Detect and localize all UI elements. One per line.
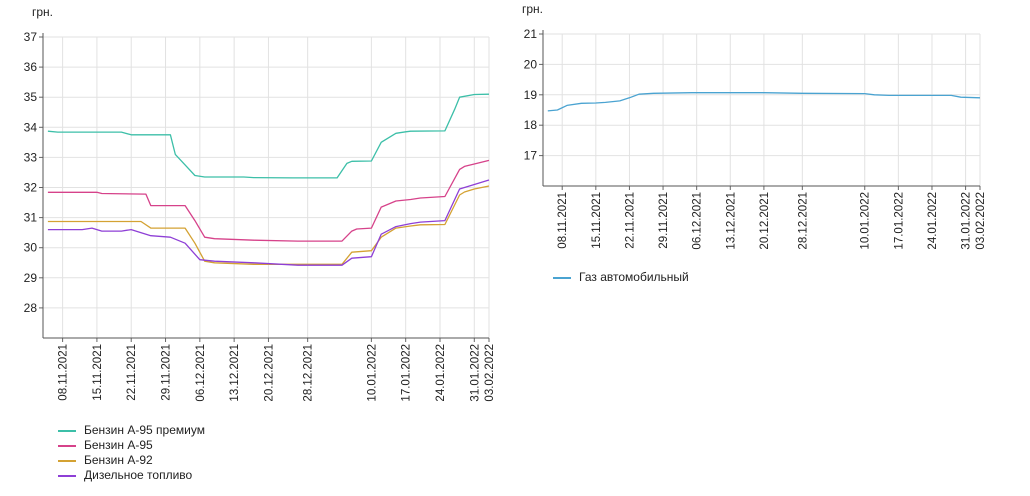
gas-xtick-label: 08.11.2021 xyxy=(557,192,569,249)
fuel-ytick-label: 34 xyxy=(24,120,38,134)
legend-label: Бензин А-95 xyxy=(84,438,153,452)
legend-swatch xyxy=(58,430,76,432)
fuel-ytick-label: 28 xyxy=(24,301,38,315)
fuel-ytick-label: 32 xyxy=(24,181,38,195)
gas-chart: грн. 17 18 19 20 21 08.11.2021 15.11.2021 22.11.… xyxy=(522,2,987,250)
fuel-series-line-1 xyxy=(47,93,490,179)
legend-item: Бензин А-95 премиум xyxy=(58,423,205,438)
gas-unit-label: грн. xyxy=(522,2,543,16)
fuel-xtick-label: 24.01.2022 xyxy=(435,344,447,402)
legend-label: Газ автомобильный xyxy=(579,270,689,284)
gas-ytick-label: 17 xyxy=(524,149,538,163)
legend-item: Бензин А-95 xyxy=(58,438,205,453)
fuel-xtick-label: 17.01.2022 xyxy=(401,344,413,402)
fuel-xtick-label: 29.11.2021 xyxy=(161,344,173,401)
legend-item: Бензин А-92 xyxy=(58,453,205,468)
legend-item: Газ автомобильный xyxy=(553,270,689,285)
gas-xtick-label: 24.01.2022 xyxy=(927,192,939,250)
fuel-xtick-label: 15.11.2021 xyxy=(92,344,104,401)
legend-label: Бензин А-95 премиум xyxy=(84,423,205,437)
gas-ytick-label: 19 xyxy=(524,88,538,102)
legend-fuel: Бензин А-95 премиум Бензин А-95 Бензин А-9… xyxy=(58,423,205,483)
fuel-ytick-label: 36 xyxy=(24,60,38,74)
fuel-xtick-label: 20.12.2021 xyxy=(263,344,275,402)
fuel-ytick-label: 30 xyxy=(24,241,38,255)
gas-xtick-label: 29.11.2021 xyxy=(658,192,670,249)
fuel-xtick-label: 03.02.2022 xyxy=(484,344,496,402)
gas-xtick-label: 17.01.2022 xyxy=(893,192,905,250)
fuel-ytick-label: 35 xyxy=(24,90,38,104)
fuel-xtick-label: 08.11.2021 xyxy=(58,344,70,401)
gas-xtick-label: 15.11.2021 xyxy=(591,192,603,249)
gas-xtick-label: 28.12.2021 xyxy=(797,192,809,250)
fuel-xtick-label: 06.12.2021 xyxy=(195,344,207,402)
fuel-chart: грн. 28 29 30 31 32 33 34 35 36 37 08.11.2021 15.11.… xyxy=(24,5,496,402)
fuel-xtick-label: 31.01.2022 xyxy=(469,344,481,402)
gas-xtick-label: 22.11.2021 xyxy=(624,192,636,249)
fuel-ytick-label: 31 xyxy=(24,211,38,225)
legend-label: Бензин А-92 xyxy=(84,453,153,467)
gas-xtick-label: 20.12.2021 xyxy=(759,192,771,250)
legend-swatch xyxy=(58,460,76,462)
legend-label: Дизельное топливо xyxy=(84,468,193,482)
gas-series-line-1 xyxy=(547,92,981,112)
legend-gas: Газ автомобильный xyxy=(553,270,689,285)
gas-xtick-label: 10.01.2022 xyxy=(860,192,872,250)
legend-swatch xyxy=(58,475,76,477)
fuel-xtick-label: 13.12.2021 xyxy=(229,344,241,402)
gas-xtick-label: 03.02.2022 xyxy=(975,192,987,250)
legend-swatch xyxy=(58,445,76,447)
fuel-unit-label: грн. xyxy=(32,5,53,19)
fuel-xtick-label: 22.11.2021 xyxy=(126,344,138,401)
fuel-ytick-label: 29 xyxy=(24,271,38,285)
fuel-series-line-2 xyxy=(47,159,490,242)
gas-xtick-label: 06.12.2021 xyxy=(692,192,704,250)
gas-ytick-label: 21 xyxy=(524,27,538,41)
fuel-ytick-label: 33 xyxy=(24,150,38,164)
fuel-xtick-label: 28.12.2021 xyxy=(303,344,315,402)
fuel-series-line-4 xyxy=(47,179,490,266)
gas-ytick-label: 18 xyxy=(524,118,538,132)
fuel-xtick-label: 10.01.2022 xyxy=(366,344,378,402)
fuel-series-line-3 xyxy=(47,185,490,265)
gas-xtick-label: 13.12.2021 xyxy=(725,192,737,250)
fuel-ytick-label: 37 xyxy=(24,30,38,44)
legend-item: Дизельное топливо xyxy=(58,468,205,483)
legend-swatch xyxy=(553,277,571,279)
gas-xtick-label: 31.01.2022 xyxy=(961,192,973,250)
gas-ytick-label: 20 xyxy=(524,57,538,71)
